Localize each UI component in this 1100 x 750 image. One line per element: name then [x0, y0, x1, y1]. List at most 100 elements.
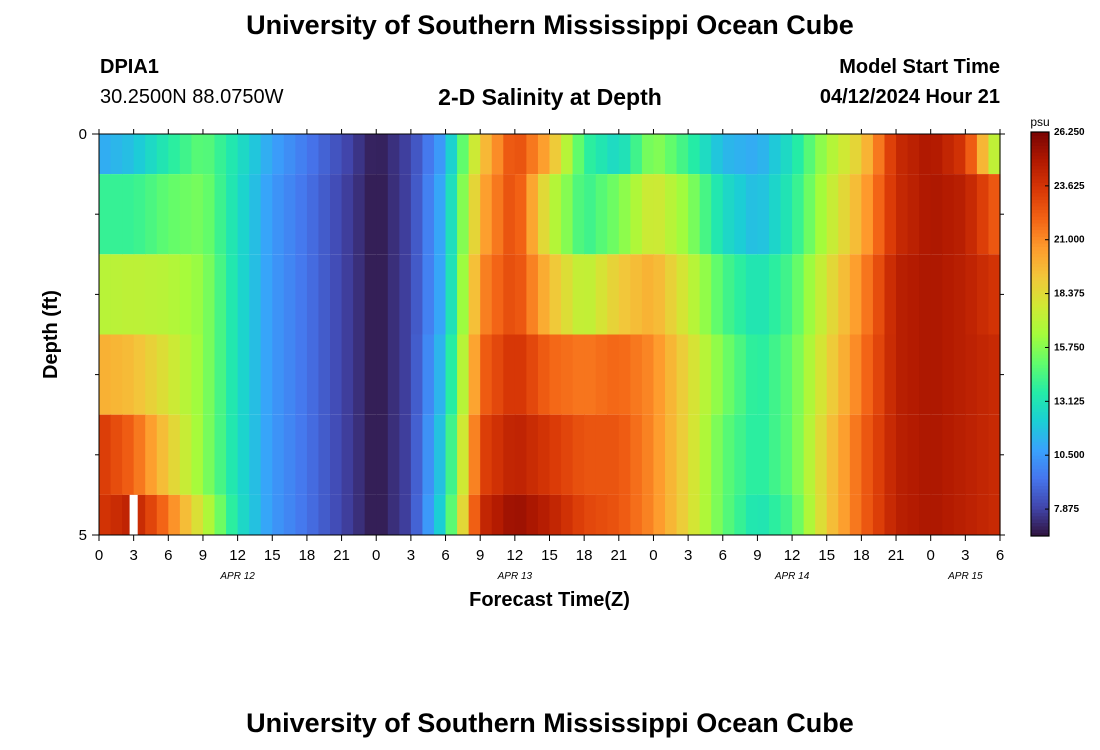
page-title-bottom: University of Southern Mississippi Ocean… — [246, 708, 854, 738]
heatmap-cell — [665, 334, 678, 415]
heatmap-cell — [376, 134, 389, 175]
heatmap-cell — [780, 254, 793, 335]
colorbar-segment — [1031, 165, 1049, 170]
heatmap-cell — [410, 334, 424, 415]
colorbar-segment — [1031, 468, 1049, 473]
heatmap-cell — [792, 254, 805, 335]
x-tick-label: 3 — [407, 547, 415, 564]
heatmap-cell — [330, 334, 343, 415]
x-date-label: APR 12 — [219, 571, 255, 582]
heatmap-cell — [872, 134, 886, 175]
heatmap-cell — [676, 414, 689, 495]
heatmap-cell — [272, 334, 285, 415]
heatmap-cell — [653, 134, 666, 175]
heatmap-cell — [607, 254, 620, 335]
colorbar-segment — [1031, 219, 1049, 224]
heatmap-cell — [364, 494, 377, 535]
heatmap-cell — [838, 174, 851, 255]
heatmap-cell — [780, 494, 793, 535]
colorbar-segment — [1031, 340, 1049, 345]
heatmap-cell — [341, 254, 354, 335]
heatmap-cell — [745, 414, 759, 495]
heatmap-cell — [953, 334, 966, 415]
x-tick-label: 0 — [649, 547, 657, 564]
heatmap-cell — [110, 334, 123, 415]
colorbar-segment — [1031, 482, 1049, 486]
heatmap-cell — [826, 494, 839, 535]
colorbar-tick-label: 7.875 — [1054, 504, 1079, 515]
x-tick-label: 6 — [719, 547, 727, 564]
colorbar-segment — [1031, 192, 1049, 197]
x-tick-label: 3 — [961, 547, 969, 564]
heatmap-cell — [330, 414, 343, 495]
heatmap-cell — [179, 414, 193, 495]
heatmap-cell — [226, 414, 239, 495]
heatmap-cell — [353, 134, 366, 175]
heatmap-cell — [99, 174, 112, 255]
heatmap-cell — [156, 414, 169, 495]
colorbar-segment — [1031, 145, 1049, 150]
colorbar-segment — [1031, 317, 1049, 322]
heatmap-cell — [122, 174, 135, 255]
x-axis: 0 3 6 9 12 15 18 21 0 3 6 9 12 15 18 21 0 3 6 9 12 15 18 21 0 3 6 A… — [95, 129, 1004, 582]
colorbar-segment — [1031, 293, 1049, 298]
colorbar-segment — [1031, 162, 1049, 167]
heatmap-cell — [260, 134, 273, 175]
heatmap-cell — [792, 334, 805, 415]
heatmap-cell — [849, 134, 862, 175]
heatmap-cell — [930, 254, 943, 335]
colorbar-segment — [1031, 371, 1049, 375]
heatmap-cell — [237, 414, 250, 495]
chart-title: 2-D Salinity at Depth — [438, 84, 662, 110]
heatmap-cell — [295, 174, 308, 255]
heatmap-cell — [468, 334, 481, 415]
heatmap-cell — [145, 414, 158, 495]
heatmap-cell — [768, 494, 782, 535]
x-date-label: APR 14 — [774, 571, 810, 582]
heatmap-cell — [237, 174, 250, 255]
colorbar-segment — [1031, 344, 1049, 348]
heatmap-cell — [306, 334, 320, 415]
colorbar-segment — [1031, 249, 1049, 254]
colorbar-segment — [1031, 296, 1049, 301]
heatmap-cell — [341, 494, 354, 535]
heatmap-cell — [537, 414, 551, 495]
heatmap-cell — [907, 134, 920, 175]
heatmap-cell — [145, 174, 158, 255]
colorbar-segment — [1031, 387, 1049, 392]
heatmap-cell — [572, 414, 585, 495]
heatmap-cell — [295, 334, 308, 415]
heatmap-cell — [641, 334, 655, 415]
station-id: DPIA1 — [100, 56, 159, 78]
heatmap-cell — [468, 134, 481, 175]
colorbar-segment — [1031, 155, 1049, 160]
heatmap-cell — [561, 414, 574, 495]
heatmap-cell — [226, 254, 239, 335]
heatmap-cells — [99, 134, 1001, 535]
heatmap-cell — [607, 334, 620, 415]
heatmap-cell — [595, 174, 608, 255]
heatmap-cell — [537, 254, 551, 335]
heatmap-cell — [607, 414, 620, 495]
heatmap-cell — [561, 334, 574, 415]
heatmap-cell — [896, 334, 909, 415]
heatmap-cell — [433, 414, 447, 495]
colorbar-segment — [1031, 404, 1049, 409]
heatmap-cell — [491, 334, 504, 415]
heatmap-cell — [584, 134, 597, 175]
x-tick-label: 0 — [927, 547, 935, 564]
heatmap-cell — [214, 334, 227, 415]
heatmap-cell — [826, 174, 839, 255]
heatmap-cell — [237, 494, 250, 535]
colorbar-segment — [1031, 212, 1049, 217]
heatmap-cell — [122, 334, 135, 415]
heatmap-cell — [364, 254, 377, 335]
colorbar-segment — [1031, 515, 1049, 520]
colorbar-segment — [1031, 519, 1049, 524]
heatmap-cell — [757, 174, 770, 255]
heatmap-cell — [561, 254, 574, 335]
heatmap-cell — [549, 134, 562, 175]
heatmap-cell — [387, 174, 400, 255]
heatmap-cell — [711, 254, 724, 335]
heatmap-cell — [584, 254, 597, 335]
